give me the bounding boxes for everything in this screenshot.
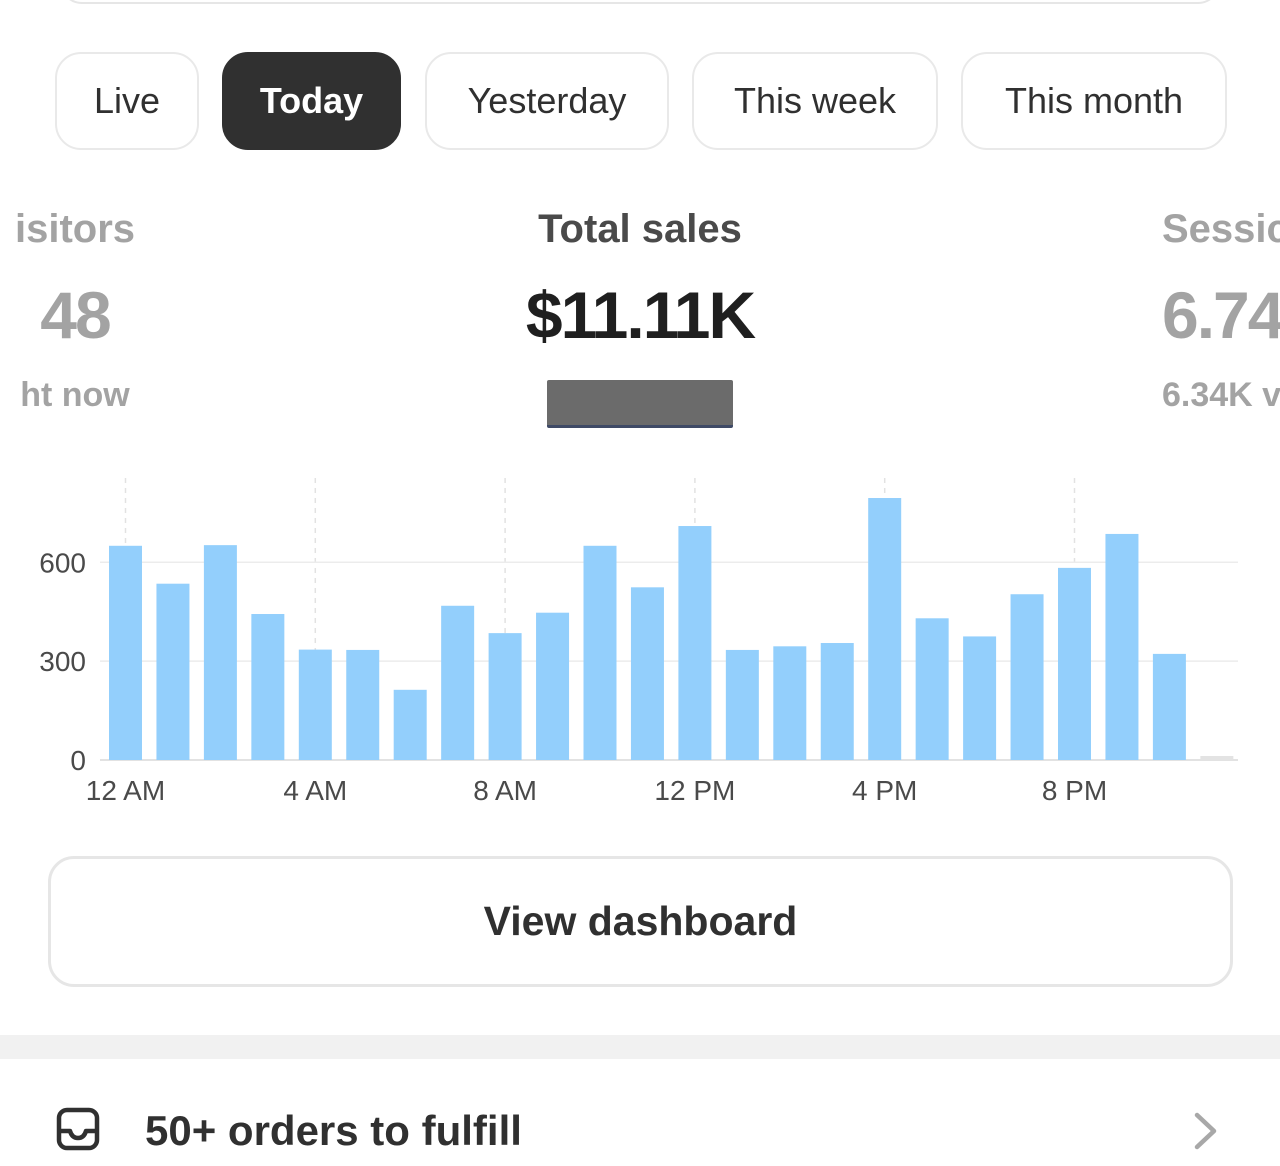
- chart-bar-empty: [1200, 756, 1234, 760]
- tab-label: Yesterday: [467, 80, 627, 121]
- tab-label: This week: [733, 80, 897, 121]
- button-label: View dashboard: [483, 898, 798, 944]
- redaction-bar: [547, 380, 733, 428]
- chart-bar: [393, 689, 427, 760]
- y-tick-label: 300: [39, 646, 86, 677]
- chart-bar: [251, 614, 285, 760]
- metric-value: 6.74: [1162, 278, 1280, 352]
- chart-bar: [109, 545, 142, 760]
- chart-bar: [583, 545, 617, 760]
- chart-bar: [298, 649, 332, 760]
- x-tick-label: 4 PM: [852, 775, 917, 806]
- metric-label: Sessic: [1162, 207, 1280, 251]
- x-tick-label: 4 AM: [283, 775, 347, 806]
- chart-bar: [488, 633, 522, 760]
- view-dashboard-button[interactable]: View dashboard: [48, 856, 1233, 987]
- metric-value: 48: [40, 278, 111, 352]
- chart-bar: [1152, 653, 1186, 760]
- search-bar-edge[interactable]: [60, 0, 1220, 4]
- chevron-right-icon: [1194, 1112, 1217, 1150]
- chart-bar: [203, 545, 237, 760]
- chart-bar: [536, 612, 570, 760]
- chart-bar: [346, 649, 380, 760]
- chart-bar: [725, 649, 759, 760]
- inbox-icon: [56, 1107, 100, 1151]
- chart-bar: [820, 643, 854, 760]
- tab-label: This month: [1004, 80, 1184, 121]
- chart-bar: [963, 636, 997, 760]
- metric-sessions[interactable]: Sessic 6.74 6.34K v: [1162, 200, 1280, 420]
- metric-label: isitors: [14, 207, 136, 251]
- y-tick-label: 0: [70, 745, 86, 776]
- metric-value: $11.11K: [525, 278, 756, 352]
- chart-bar: [915, 618, 949, 760]
- tab-live[interactable]: Live: [55, 52, 199, 150]
- metric-sub: 6.34K v: [1162, 376, 1280, 414]
- redacted-block: [340, 370, 940, 433]
- chart-bar: [630, 587, 664, 760]
- chart-bar: [773, 646, 807, 760]
- tab-label: Live: [93, 80, 161, 121]
- chart-bar: [1010, 594, 1044, 760]
- task-label: 50+ orders to fulfill: [145, 1107, 522, 1154]
- tab-this-month[interactable]: This month: [961, 52, 1227, 150]
- orders-to-fulfill-row[interactable]: 50+ orders to fulfill: [0, 1059, 1280, 1166]
- y-tick-label: 600: [39, 547, 86, 578]
- section-divider: [0, 1035, 1280, 1059]
- chart-bar: [441, 605, 475, 760]
- tab-label: Today: [259, 80, 364, 121]
- chart-bar: [156, 583, 190, 760]
- x-tick-label: 12 AM: [86, 775, 165, 806]
- x-tick-label: 8 PM: [1042, 775, 1107, 806]
- metric-label: Total sales: [538, 207, 742, 251]
- tab-yesterday[interactable]: Yesterday: [425, 52, 669, 150]
- chart-bar: [678, 526, 712, 760]
- metric-visitors[interactable]: isitors 48 ht now: [0, 200, 375, 420]
- chart-bar: [868, 498, 902, 760]
- metric-total-sales[interactable]: Total sales $11.11K: [340, 200, 940, 433]
- chart-bar: [1058, 567, 1091, 760]
- tab-today[interactable]: Today: [222, 52, 401, 150]
- sales-bar-chart[interactable]: 0 300 600 12 AM 4 AM 8 AM 12 PM 4 PM 8 PM: [0, 470, 1280, 820]
- chart-bar: [1105, 533, 1139, 760]
- tab-this-week[interactable]: This week: [692, 52, 938, 150]
- x-tick-label: 12 PM: [654, 775, 735, 806]
- x-tick-label: 8 AM: [473, 775, 537, 806]
- metric-sub: ht now: [20, 376, 130, 414]
